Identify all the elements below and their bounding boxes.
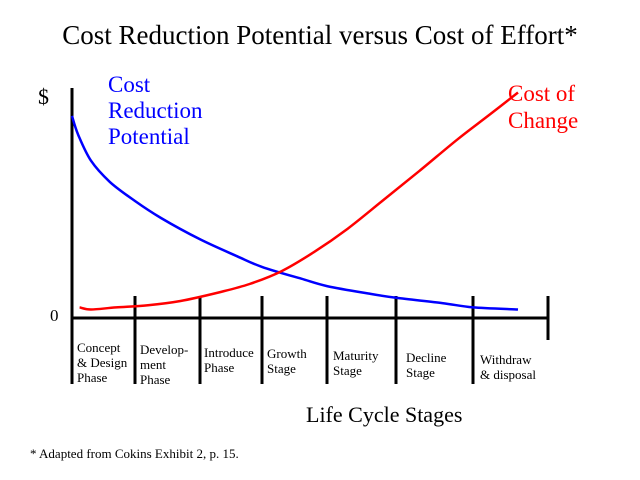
series-label-line: Cost of	[508, 81, 576, 106]
y-tick-zero: 0	[50, 306, 59, 325]
stage-label-line: Phase	[204, 360, 235, 375]
series-label-line: Change	[508, 108, 579, 133]
stage-label: Develop-ment Phase	[140, 342, 188, 387]
stage-label-line: Stage	[406, 365, 435, 380]
stage-label-line: Stage	[267, 361, 296, 376]
stage-label: Withdraw & disposal	[480, 352, 536, 382]
stage-label: Introduce Phase	[204, 345, 254, 375]
x-axis-label: Life Cycle Stages	[306, 402, 463, 427]
chart-title: Cost Reduction Potential versus Cost of …	[62, 20, 578, 50]
stage-label-line: Develop-	[140, 342, 189, 357]
stage-label-line: ment	[140, 357, 166, 372]
y-axis-label: $	[38, 84, 49, 109]
stage-label: Maturity Stage	[333, 348, 379, 378]
stage-label-line: Stage	[333, 363, 362, 378]
series-label-line: Reduction	[108, 98, 203, 123]
stage-label-line: Maturity	[333, 348, 379, 363]
cost-of-change-curve	[79, 91, 519, 311]
footnote: * Adapted from Cokins Exhibit 2, p. 15.	[30, 446, 239, 461]
series-label-cost-of-change: Cost of Change	[508, 80, 578, 134]
stage-label: Decline Stage	[406, 350, 446, 380]
stage-label-line: Withdraw	[480, 352, 532, 367]
stage-label-line: & disposal	[480, 367, 536, 382]
stage-label: Concept & Design Phase	[77, 340, 127, 385]
cost-reduction-curve	[70, 115, 519, 311]
stage-label-line: Introduce	[204, 345, 254, 360]
stage-label-line: Phase	[77, 370, 108, 385]
stage-label-line: Phase	[140, 372, 171, 387]
series-label-cost-reduction: Cost Reduction Potential	[108, 72, 203, 150]
series-label-line: Potential	[108, 124, 190, 149]
stage-label-line: Decline	[406, 350, 447, 365]
series-label-line: Cost	[108, 72, 151, 97]
stage-label-line: & Design	[77, 355, 128, 370]
stage-label-line: Concept	[77, 340, 121, 355]
stage-label-line: Growth	[267, 346, 307, 361]
stage-label: Growth Stage	[267, 346, 307, 376]
